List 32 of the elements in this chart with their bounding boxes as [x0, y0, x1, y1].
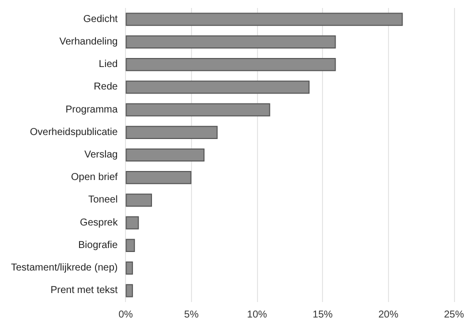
x-tick-label: 20%: [378, 310, 398, 320]
bar: [126, 284, 133, 298]
bar: [126, 80, 310, 94]
bar: [126, 126, 218, 139]
x-tick-label: 10%: [247, 310, 268, 320]
y-tick-label: Programma: [65, 104, 118, 116]
bar: [126, 103, 270, 116]
y-tick-label: Gesprek: [80, 217, 119, 228]
bar: [126, 35, 336, 48]
y-tick-label: Lied: [98, 59, 118, 70]
bar: [126, 262, 133, 275]
y-tick-label: Rede: [94, 82, 118, 93]
y-tick-label: Testament/lijkrede (nep): [10, 262, 118, 274]
bar: [126, 58, 336, 72]
y-tick-label: Toneel: [88, 194, 118, 206]
x-tick-label: 5%: [184, 310, 199, 320]
bar: [126, 238, 135, 252]
x-tick-label: 0%: [118, 310, 134, 320]
y-tick-label: Verslag: [84, 150, 118, 160]
y-tick-label: Open brief: [71, 172, 118, 184]
bar: [126, 171, 192, 184]
bar: [126, 148, 205, 162]
bar: [126, 12, 403, 26]
x-tick-label: 25%: [444, 310, 464, 320]
y-tick-label: Prent met tekst: [50, 285, 118, 296]
y-tick-label: Verhandeling: [59, 36, 118, 48]
y-tick-label: Biografie: [78, 240, 118, 251]
y-tick-label: Gedicht: [83, 14, 118, 25]
y-tick-label: Overheidspublicatie: [30, 126, 118, 138]
bar: [126, 194, 152, 207]
x-tick-label: 15%: [312, 310, 333, 320]
bar: [126, 216, 139, 230]
